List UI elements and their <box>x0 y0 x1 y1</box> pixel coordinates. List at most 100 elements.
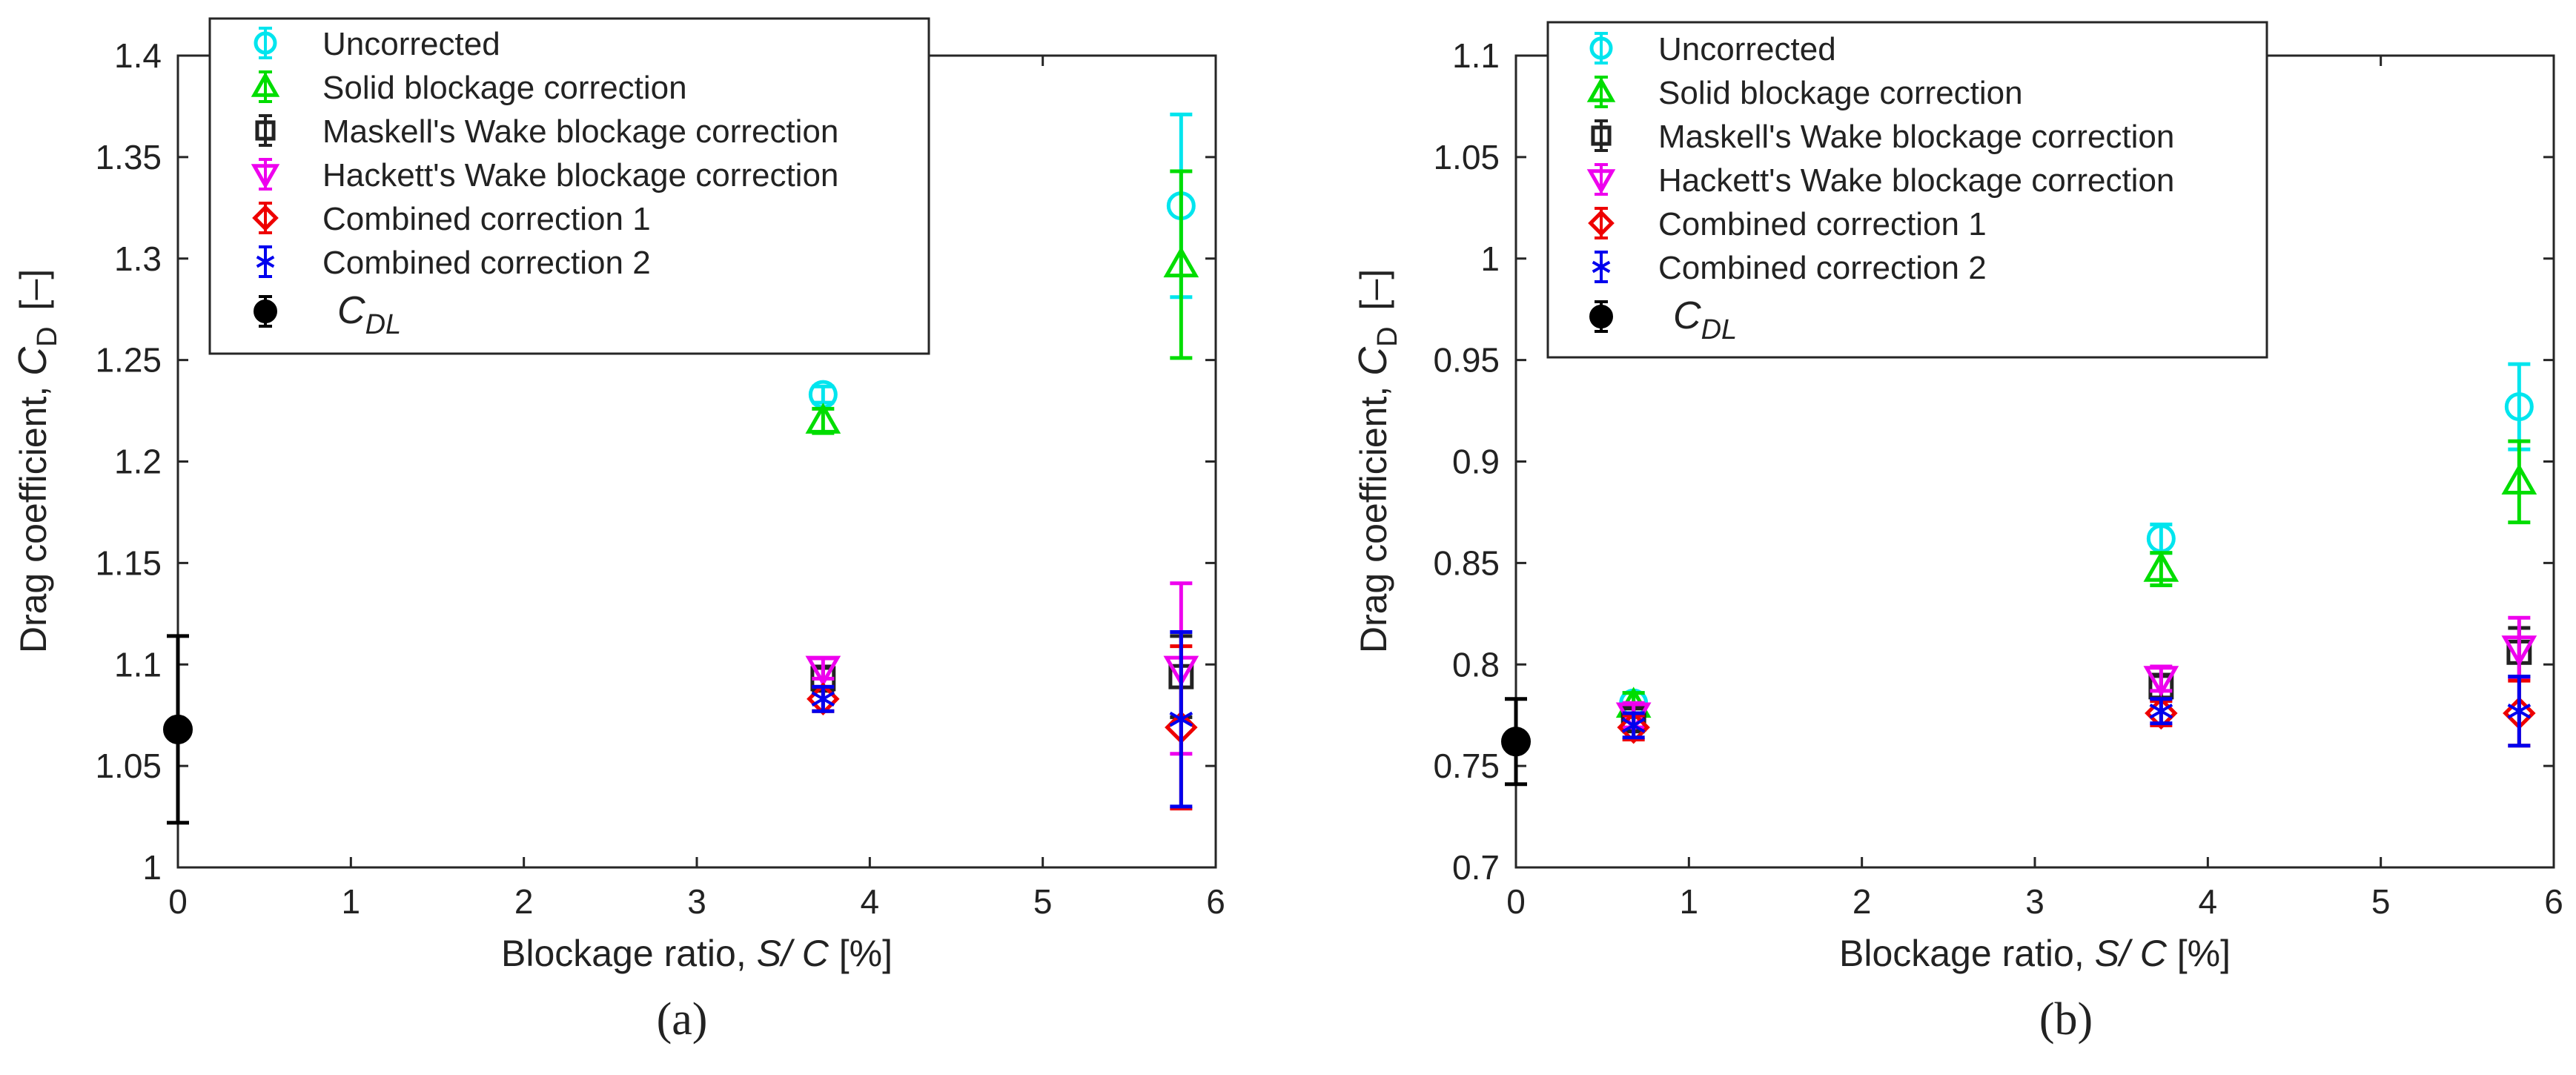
legend-label: Solid blockage correction <box>1658 75 2023 111</box>
series-combined-correction-2 <box>1621 675 2532 748</box>
legend-marker <box>1591 125 1612 146</box>
data-point <box>2501 635 2537 666</box>
legend-item-solid-blockage-correction: Solid blockage correction <box>1586 75 2023 111</box>
x-axis-label-variable: S/ C <box>2095 933 2168 974</box>
legend: Uncorrected Solid blockage correction Mask… <box>208 17 930 355</box>
data-point <box>2149 698 2173 724</box>
data-point <box>2507 698 2532 724</box>
series-combined-correction-2 <box>811 629 1193 809</box>
legend-label: Combined correction 2 <box>322 245 651 281</box>
legend-item-uncorrected: Uncorrected <box>254 26 500 62</box>
x-tick-label: 1 <box>1680 882 1699 921</box>
x-axis-label-text: Blockage ratio, <box>501 933 757 974</box>
x-tick-label: 1 <box>342 882 361 921</box>
y-tick-label: 1.4 <box>114 36 162 75</box>
data-point <box>805 655 841 687</box>
legend-item-maskell-s-wake-blockage-correction: Maskell's Wake blockage correction <box>1591 119 2174 155</box>
x-tick-label: 2 <box>514 882 534 921</box>
x-axis-label-unit: [%] <box>2167 933 2231 974</box>
y-tick-label: 1 <box>142 848 162 887</box>
legend-item-c-dl: CDL <box>254 289 401 340</box>
legend-item-combined-correction-1: Combined correction 1 <box>1588 206 1987 242</box>
y-axis-label-variable: C <box>10 346 55 376</box>
legend-marker <box>254 31 277 55</box>
y-axis-label-unit: [–] <box>13 269 54 311</box>
y-tick-label: 1.05 <box>95 747 162 785</box>
legend-label: Combined correction 1 <box>322 201 651 237</box>
legend-marker <box>1589 36 1613 60</box>
y-axis-label-subscript: D <box>1372 326 1403 346</box>
legend-label-subscript: DL <box>1701 314 1738 345</box>
x-tick-label: 3 <box>687 882 706 921</box>
x-tick-label: 5 <box>1033 882 1053 921</box>
y-axis-label-variable: C <box>1351 346 1395 376</box>
data-point <box>2504 392 2534 422</box>
legend-item-hackett-s-wake-blockage-correction: Hackett's Wake blockage correction <box>1586 162 2174 199</box>
y-tick-label: 1.25 <box>95 341 162 380</box>
data-point <box>1617 710 1650 744</box>
legend-marker <box>1586 77 1616 102</box>
x-tick-label: 2 <box>1852 882 1872 921</box>
x-tick-label: 0 <box>168 882 188 921</box>
y-tick-label: 0.8 <box>1452 645 1500 684</box>
legend-marker <box>255 120 276 141</box>
panel-caption: (b) <box>2039 994 2093 1045</box>
legend-item-solid-blockage-correction: Solid blockage correction <box>251 70 687 106</box>
y-axis-label: Drag coefficient, CD [–] <box>1351 269 1403 653</box>
x-tick-label: 5 <box>2371 882 2391 921</box>
data-point <box>1163 246 1199 278</box>
legend-label: Solid blockage correction <box>322 70 687 106</box>
x-axis-label-variable: S/ C <box>757 933 830 974</box>
legend-marker <box>1588 210 1615 236</box>
legend-item-combined-correction-1: Combined correction 1 <box>252 201 651 237</box>
panel-caption: (a) <box>657 994 708 1045</box>
y-tick-label: 1.2 <box>114 443 162 481</box>
y-tick-label: 0.95 <box>1433 341 1500 380</box>
legend-label: Maskell's Wake blockage correction <box>1658 119 2174 155</box>
legend-marker <box>256 252 275 271</box>
y-tick-label: 1.15 <box>95 543 162 582</box>
y-axis-label-subscript: D <box>32 326 63 346</box>
data-point <box>2143 666 2179 698</box>
legend-label: CDL <box>1673 294 1737 345</box>
legend-label: Hackett's Wake blockage correction <box>322 157 838 194</box>
x-tick-label: 4 <box>2199 882 2218 921</box>
legend-item-c-dl: CDL <box>1589 294 1737 345</box>
data-point <box>1169 707 1193 732</box>
y-tick-label: 1.1 <box>114 645 162 684</box>
y-tick-label: 1.1 <box>1452 36 1500 75</box>
legend-label: Hackett's Wake blockage correction <box>1658 162 2174 199</box>
legend-label: Combined correction 1 <box>1658 206 1987 242</box>
chart-panel-b: 0 1 2 3 4 5 6 0.7 0.75 0.8 0.85 0.9 0.95 1 1.05 1.1 Bloc… <box>1351 21 2563 1045</box>
x-tick-label: 3 <box>2025 882 2044 921</box>
legend-box <box>208 17 930 355</box>
y-axis-label-unit: [–] <box>1353 269 1394 311</box>
y-tick-label: 0.85 <box>1433 543 1500 582</box>
y-tick-label: 1 <box>1480 239 1500 278</box>
data-point <box>2501 463 2537 495</box>
chart-panel-a: 0 1 2 3 4 5 611.051.11.151.21.251.31.351.4Bloc… <box>10 17 1225 1045</box>
data-point <box>805 403 841 434</box>
series-c-dl <box>1501 697 1531 787</box>
y-tick-label: 1.35 <box>95 138 162 176</box>
x-tick-label: 0 <box>1506 882 1526 921</box>
legend-label: Maskell's Wake blockage correction <box>322 113 838 150</box>
x-axis-label-text: Blockage ratio, <box>1839 933 2095 974</box>
legend-label: Uncorrected <box>322 26 500 62</box>
legend-marker <box>251 164 280 189</box>
legend-marker <box>1586 169 1616 194</box>
y-tick-label: 1.05 <box>1433 138 1500 176</box>
legend-marker <box>254 300 277 323</box>
y-axis-label-text: Drag coefficient, <box>13 376 54 653</box>
series-solid-blockage-correction <box>805 169 1199 435</box>
data-point <box>1621 712 1646 738</box>
data-point <box>811 686 835 712</box>
legend-item-combined-correction-2: Combined correction 2 <box>256 245 651 281</box>
y-tick-label: 0.75 <box>1433 747 1500 785</box>
legend-marker <box>251 72 280 97</box>
legend-label: Combined correction 2 <box>1658 250 1987 286</box>
legend-label-subscript: DL <box>365 309 402 340</box>
x-axis-label: Blockage ratio, S/ C [%] <box>1839 933 2231 974</box>
legend-marker <box>1592 257 1611 277</box>
